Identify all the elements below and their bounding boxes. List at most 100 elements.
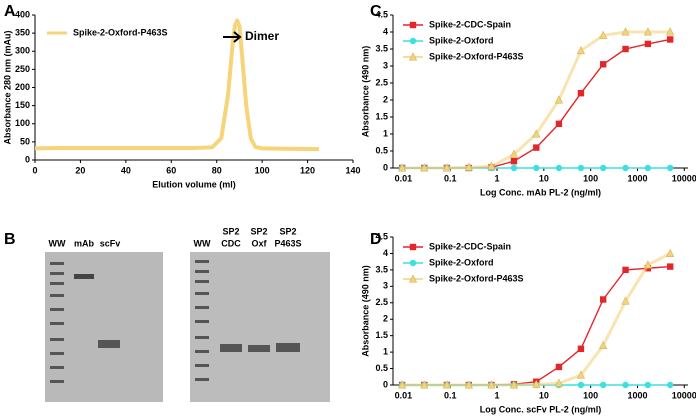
marker <box>666 248 675 257</box>
marker <box>622 45 629 53</box>
marker <box>666 164 674 172</box>
marker <box>509 149 519 158</box>
x-tick-label: 0.1 <box>444 173 457 183</box>
y-tick-label: 2 <box>383 94 388 104</box>
marker <box>666 381 674 389</box>
ladder <box>50 262 64 383</box>
y-tick-label: 3 <box>383 281 388 291</box>
x-tick-label: 10 <box>539 173 549 183</box>
lane-label: SP2 <box>222 226 239 236</box>
marker <box>408 52 418 61</box>
band <box>220 344 242 352</box>
lane-label: CDC <box>221 238 241 248</box>
marker <box>621 296 630 305</box>
marker <box>599 296 607 303</box>
y-tick-label: 0 <box>25 154 30 164</box>
legend-label: Spike-2-CDC-Spain <box>429 241 511 251</box>
band <box>98 340 120 348</box>
gel-image <box>190 252 330 402</box>
lane-label: WW <box>194 238 211 248</box>
marker <box>487 380 496 389</box>
y-tick-label: 4.5 <box>375 231 388 241</box>
x-axis-label: Log Conc. scFv PL-2 (ng/ml) <box>480 404 602 414</box>
x-tick-label: 100 <box>583 390 598 400</box>
y-tick-label: 0 <box>383 162 388 172</box>
x-tick-label: 0.01 <box>395 390 413 400</box>
marker <box>510 158 518 165</box>
y-tick-label: 0.5 <box>375 363 388 373</box>
marker <box>577 381 585 389</box>
y-tick-label: 150 <box>15 100 30 110</box>
marker <box>420 163 429 172</box>
marker <box>420 380 429 389</box>
marker <box>442 163 452 172</box>
marker <box>643 260 652 269</box>
y-tick-label: 100 <box>15 118 30 128</box>
y-tick-label: 2 <box>383 314 388 324</box>
marker <box>409 243 417 251</box>
y-tick-label: 4.5 <box>375 9 388 19</box>
marker <box>643 27 652 36</box>
marker <box>576 370 586 379</box>
marker <box>409 21 417 29</box>
marker <box>577 164 585 172</box>
x-tick-label: 100 <box>255 165 270 175</box>
panel-label: D <box>370 231 382 248</box>
series-line <box>402 265 671 386</box>
panel-label: C <box>370 3 382 20</box>
x-tick-label: 80 <box>212 165 222 175</box>
ladder <box>195 260 209 381</box>
marker <box>554 95 564 104</box>
y-tick-label: 1.5 <box>375 111 388 121</box>
y-tick-label: 200 <box>15 82 30 92</box>
x-tick-label: 60 <box>166 165 176 175</box>
y-tick-label: 3 <box>383 60 388 70</box>
marker <box>577 90 585 97</box>
y-axis-label: Absorbance (490 nm) <box>360 46 370 138</box>
x-axis-label: Elution volume (ml) <box>152 179 236 189</box>
x-tick-label: 20 <box>75 165 85 175</box>
legend-label: Spike-2-Oxford-P463S <box>429 273 524 283</box>
marker <box>509 380 519 389</box>
marker <box>555 164 563 172</box>
x-tick-label: 10000 <box>672 173 696 183</box>
marker <box>644 40 652 48</box>
y-tick-label: 1.5 <box>375 330 388 340</box>
marker <box>666 27 675 36</box>
marker <box>442 380 452 389</box>
y-tick-label: 3.5 <box>375 43 388 53</box>
y-tick-label: 1 <box>383 346 388 356</box>
x-tick-label: 0 <box>32 165 37 175</box>
marker <box>577 345 585 353</box>
marker <box>510 164 518 172</box>
panel-label: B <box>4 231 16 248</box>
y-tick-label: 4 <box>383 26 388 36</box>
lane-label: SP2 <box>250 226 267 236</box>
y-tick-label: 300 <box>15 46 30 56</box>
x-tick-label: 1 <box>495 390 500 400</box>
x-axis-label: Log Conc. mAb PL-2 (ng/ml) <box>480 187 601 197</box>
annotation-arrow <box>223 31 242 43</box>
series-line <box>34 18 319 152</box>
gel-image <box>45 252 163 402</box>
annotation: Dimer <box>245 29 279 43</box>
y-tick-label: 350 <box>15 28 30 38</box>
marker <box>464 380 473 389</box>
marker <box>532 129 541 138</box>
marker <box>622 266 629 274</box>
marker <box>599 381 607 389</box>
x-tick-label: 140 <box>345 165 360 175</box>
marker <box>576 45 586 55</box>
y-tick-label: 2.5 <box>375 297 388 307</box>
legend-label: Spike-2-CDC-Spain <box>429 19 511 29</box>
y-tick-label: 1 <box>383 128 388 138</box>
y-tick-label: 0 <box>383 379 388 389</box>
marker <box>533 144 540 151</box>
y-tick-label: 2.5 <box>375 77 388 87</box>
x-tick-label: 1000 <box>627 390 647 400</box>
x-tick-label: 0.01 <box>395 173 413 183</box>
y-tick-label: 4 <box>383 248 388 258</box>
marker <box>555 363 563 371</box>
marker <box>533 164 540 172</box>
